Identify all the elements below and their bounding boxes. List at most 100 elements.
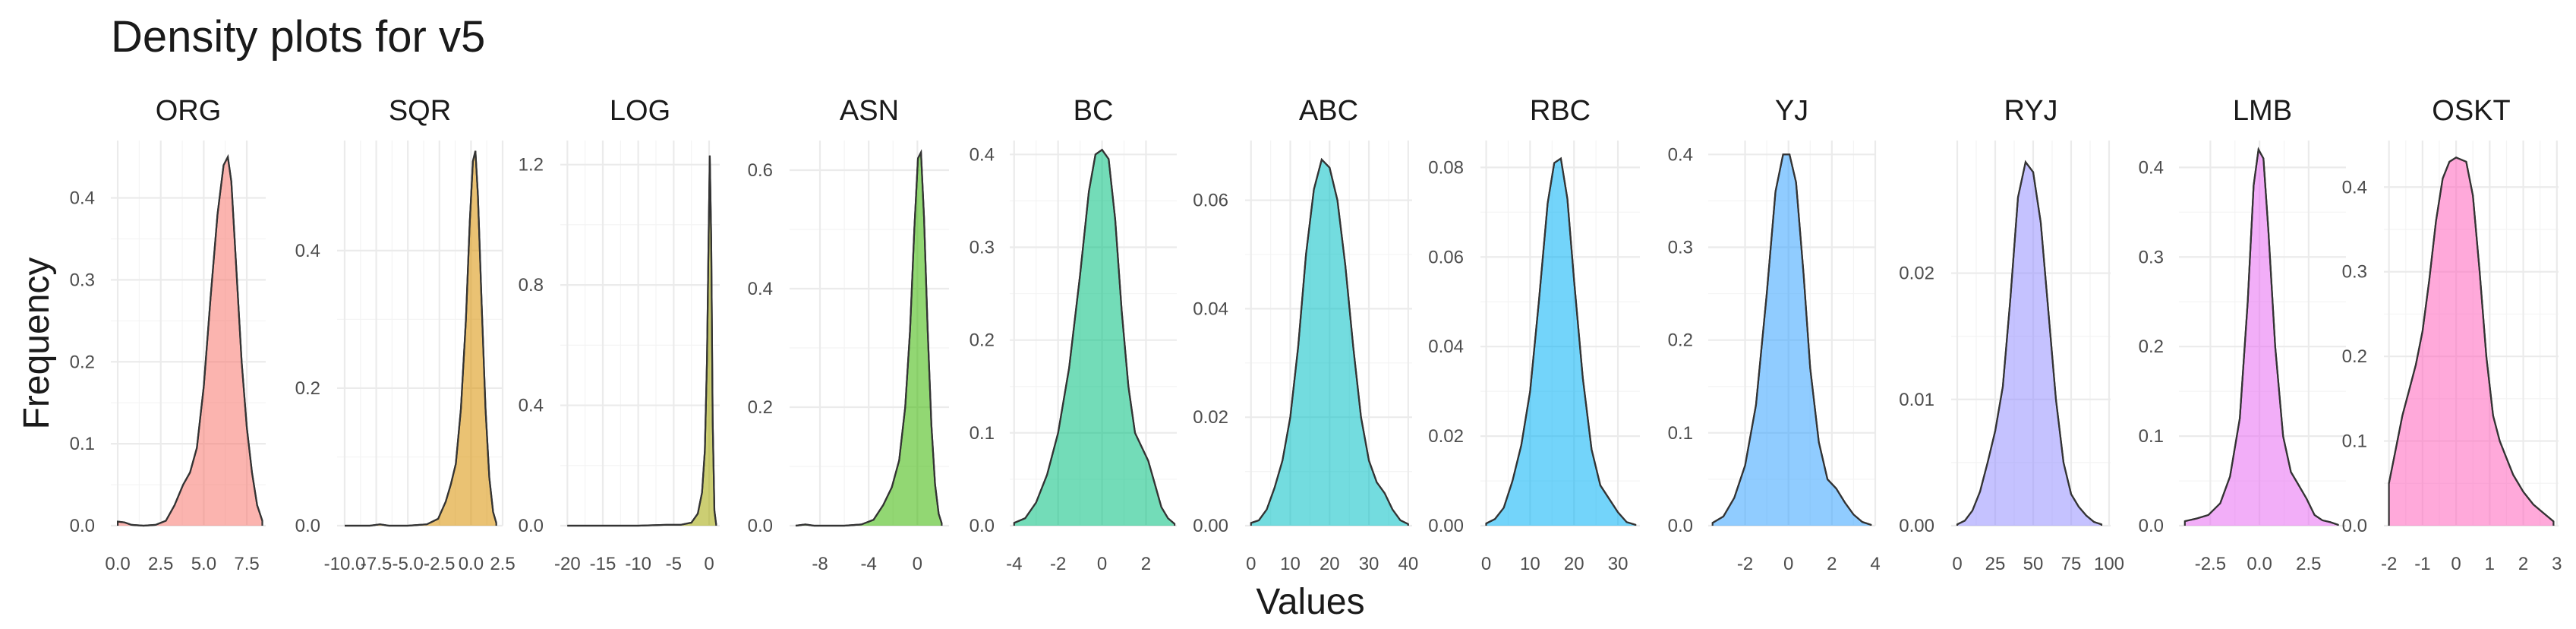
strip-label-bc: BC	[1074, 95, 1114, 127]
x-tick-label: 75	[2061, 554, 2082, 574]
x-tick-label: -10	[625, 554, 651, 574]
y-tick-label: 0.3	[970, 237, 995, 258]
x-tick-label: 7.5	[234, 554, 259, 574]
y-tick-label: 0.8	[519, 275, 544, 296]
y-tick-label: 0.4	[970, 144, 995, 165]
x-tick-label: 0	[913, 554, 922, 574]
density-area-sqr	[345, 150, 497, 527]
y-tick-label: 0.1	[1668, 423, 1693, 444]
panel-bc: BC 0.0 0.1 0.2 0.3 0.4 -4 -2 0 2	[970, 95, 1177, 574]
x-tick-label: 0	[1481, 554, 1491, 574]
y-tick-label: 0.4	[2139, 157, 2164, 178]
y-tick-label: 0.08	[1428, 157, 1464, 178]
x-tick-label: 0.0	[459, 554, 484, 574]
y-tick-label: 0.3	[2139, 247, 2164, 267]
x-tick-label: 2.5	[490, 554, 515, 574]
strip-label-asn: ASN	[840, 95, 899, 127]
panel-org: ORG 0.0 0.1 0.2 0.3 0.4 0.0 2.5 5.0 7.5	[70, 95, 266, 574]
x-tick-label: 0	[1097, 554, 1107, 574]
y-tick-label: 0.0	[2342, 516, 2367, 536]
y-tick-label: 0.2	[970, 330, 995, 351]
x-tick-label: -1	[2414, 554, 2430, 574]
x-tick-label: 1	[2485, 554, 2495, 574]
y-tick-label: 0.0	[970, 516, 995, 536]
density-curve-lmb	[2184, 147, 2338, 526]
x-axis-label: Values	[1256, 582, 1364, 622]
density-area-ryj	[1956, 160, 2103, 526]
y-tick-label: 0.4	[1668, 144, 1693, 165]
y-tick-label: 0.6	[748, 160, 773, 181]
y-tick-label: 1.2	[519, 155, 544, 175]
y-tick-label: 0.1	[2342, 431, 2367, 452]
x-tick-label: 30	[1359, 554, 1379, 574]
x-tick-label: -2	[1737, 554, 1753, 574]
panel-log: LOG 0.0 0.4 0.8 1.2 -20 -15 -10 -5 0	[519, 95, 720, 574]
panel-lmb: LMB 0.0 0.1 0.2 0.3 0.4 -2.5 0.0 2.5	[2139, 95, 2346, 574]
x-tick-label: 2.5	[148, 554, 173, 574]
strip-label-ryj: RYJ	[2004, 95, 2057, 127]
panel-asn: ASN 0.0 0.2 0.4 0.6 -8 -4 0	[748, 95, 949, 574]
x-tick-label: -2	[1050, 554, 1066, 574]
x-tick-label: 4	[1870, 554, 1880, 574]
x-tick-label: 25	[1985, 554, 2006, 574]
x-tick-label: 0	[704, 554, 714, 574]
x-tick-label: -4	[861, 554, 877, 574]
x-tick-label: 0	[1246, 554, 1256, 574]
y-tick-label: 0.2	[2342, 346, 2367, 367]
x-tick-label: 2	[1141, 554, 1151, 574]
strip-label-yj: YJ	[1775, 95, 1808, 127]
strip-label-lmb: LMB	[2233, 95, 2292, 127]
x-tick-label: -2.5	[424, 554, 455, 574]
y-tick-label: 0.1	[2139, 426, 2164, 447]
x-tick-label: 50	[2023, 554, 2044, 574]
x-tick-label: 0.0	[105, 554, 130, 574]
x-tick-label: -2	[2381, 554, 2397, 574]
y-tick-label: 0.06	[1193, 191, 1228, 211]
x-tick-label: 0.0	[2247, 554, 2272, 574]
panel-oskt: OSKT 0.0 0.1 0.2 0.3 0.4 -2 -1 0 1 2 3	[2342, 95, 2562, 574]
x-tick-label: 2.5	[2296, 554, 2321, 574]
strip-label-abc: ABC	[1299, 95, 1358, 127]
x-tick-label: 0	[1952, 554, 1962, 574]
y-tick-label: 0.3	[70, 270, 95, 290]
y-tick-label: 0.0	[1668, 516, 1693, 536]
x-tick-label: 2	[1827, 554, 1837, 574]
x-tick-label: -8	[812, 554, 828, 574]
y-tick-label: 0.2	[295, 378, 320, 399]
y-tick-label: 0.3	[1668, 237, 1693, 258]
x-tick-label: 5.0	[191, 554, 216, 574]
strip-label-oskt: OSKT	[2432, 95, 2510, 127]
panel-ryj: RYJ 0.00 0.01 0.02 0 25 50 75 100	[1899, 95, 2124, 574]
x-tick-label: -20	[554, 554, 581, 574]
density-curve-abc	[1250, 157, 1409, 525]
y-tick-label: 0.0	[519, 516, 544, 536]
panel-rbc: RBC 0.00 0.02 0.04 0.06 0.08 0 10 20 30	[1428, 95, 1640, 574]
y-tick-label: 0.06	[1428, 247, 1464, 267]
chart-title: Density plots for v5	[111, 12, 485, 62]
x-tick-label: 10	[1280, 554, 1301, 574]
density-curve-yj	[1712, 153, 1871, 526]
y-tick-label: 0.0	[2139, 516, 2164, 536]
x-tick-label: 30	[1608, 554, 1629, 574]
y-tick-label: 0.4	[295, 241, 320, 261]
x-tick-label: -15	[590, 554, 616, 574]
y-tick-label: 0.2	[1668, 330, 1693, 351]
y-tick-label: 0.2	[70, 352, 95, 372]
x-tick-label: 40	[1398, 554, 1418, 574]
y-tick-label: 0.02	[1899, 264, 1934, 284]
x-tick-label: 100	[2094, 554, 2124, 574]
strip-label-log: LOG	[610, 95, 670, 127]
density-area-log	[567, 155, 717, 527]
y-tick-label: 0.04	[1193, 299, 1228, 319]
density-curve-log	[567, 155, 717, 527]
density-curve-org	[117, 154, 263, 527]
density-curve-bc	[1014, 148, 1175, 525]
y-tick-label: 0.02	[1193, 407, 1228, 428]
y-tick-label: 0.1	[70, 434, 95, 454]
x-tick-label: -10.0	[324, 554, 366, 574]
density-curve-oskt	[2388, 156, 2555, 523]
y-axis-label: Frequency	[17, 258, 57, 430]
